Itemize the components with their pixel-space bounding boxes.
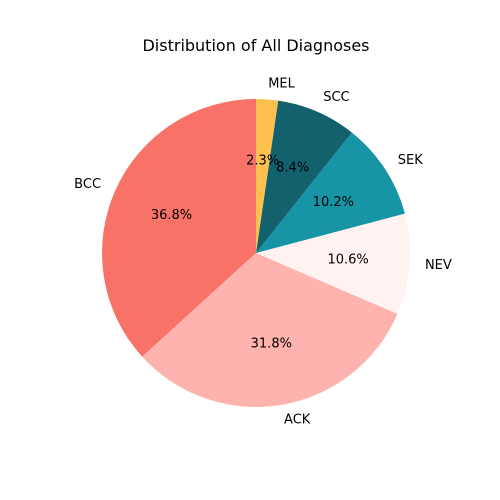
pie-slice-nev <box>256 213 410 314</box>
pie-slice-sek <box>256 132 405 253</box>
chart-title: Distribution of All Diagnoses <box>142 36 369 55</box>
slice-percent-ack: 31.8% <box>251 337 292 352</box>
pie-labels: BCC 36.8% ACK 31.8% NEV 10.6% SEK 10.2% SCC 8.4% M… <box>74 77 452 428</box>
slice-percent-mel: 2.3% <box>246 153 279 168</box>
pie-slice-scc <box>256 100 352 253</box>
slice-label-sek: SEK <box>398 153 423 168</box>
slice-percent-scc: 8.4% <box>276 161 309 176</box>
pie-slice-ack <box>142 253 398 407</box>
slice-label-scc: SCC <box>323 90 349 105</box>
slice-label-mel: MEL <box>268 77 295 92</box>
pie-slices <box>102 99 410 407</box>
pie-slice-mel <box>256 99 279 253</box>
pie-slice-bcc <box>102 99 256 357</box>
slice-percent-nev: 10.6% <box>327 252 368 267</box>
slice-percent-sek: 10.2% <box>313 195 354 210</box>
slice-label-bcc: BCC <box>74 177 101 192</box>
slice-percent-bcc: 36.8% <box>151 208 192 223</box>
slice-label-nev: NEV <box>425 258 452 273</box>
slice-label-ack: ACK <box>284 413 311 428</box>
